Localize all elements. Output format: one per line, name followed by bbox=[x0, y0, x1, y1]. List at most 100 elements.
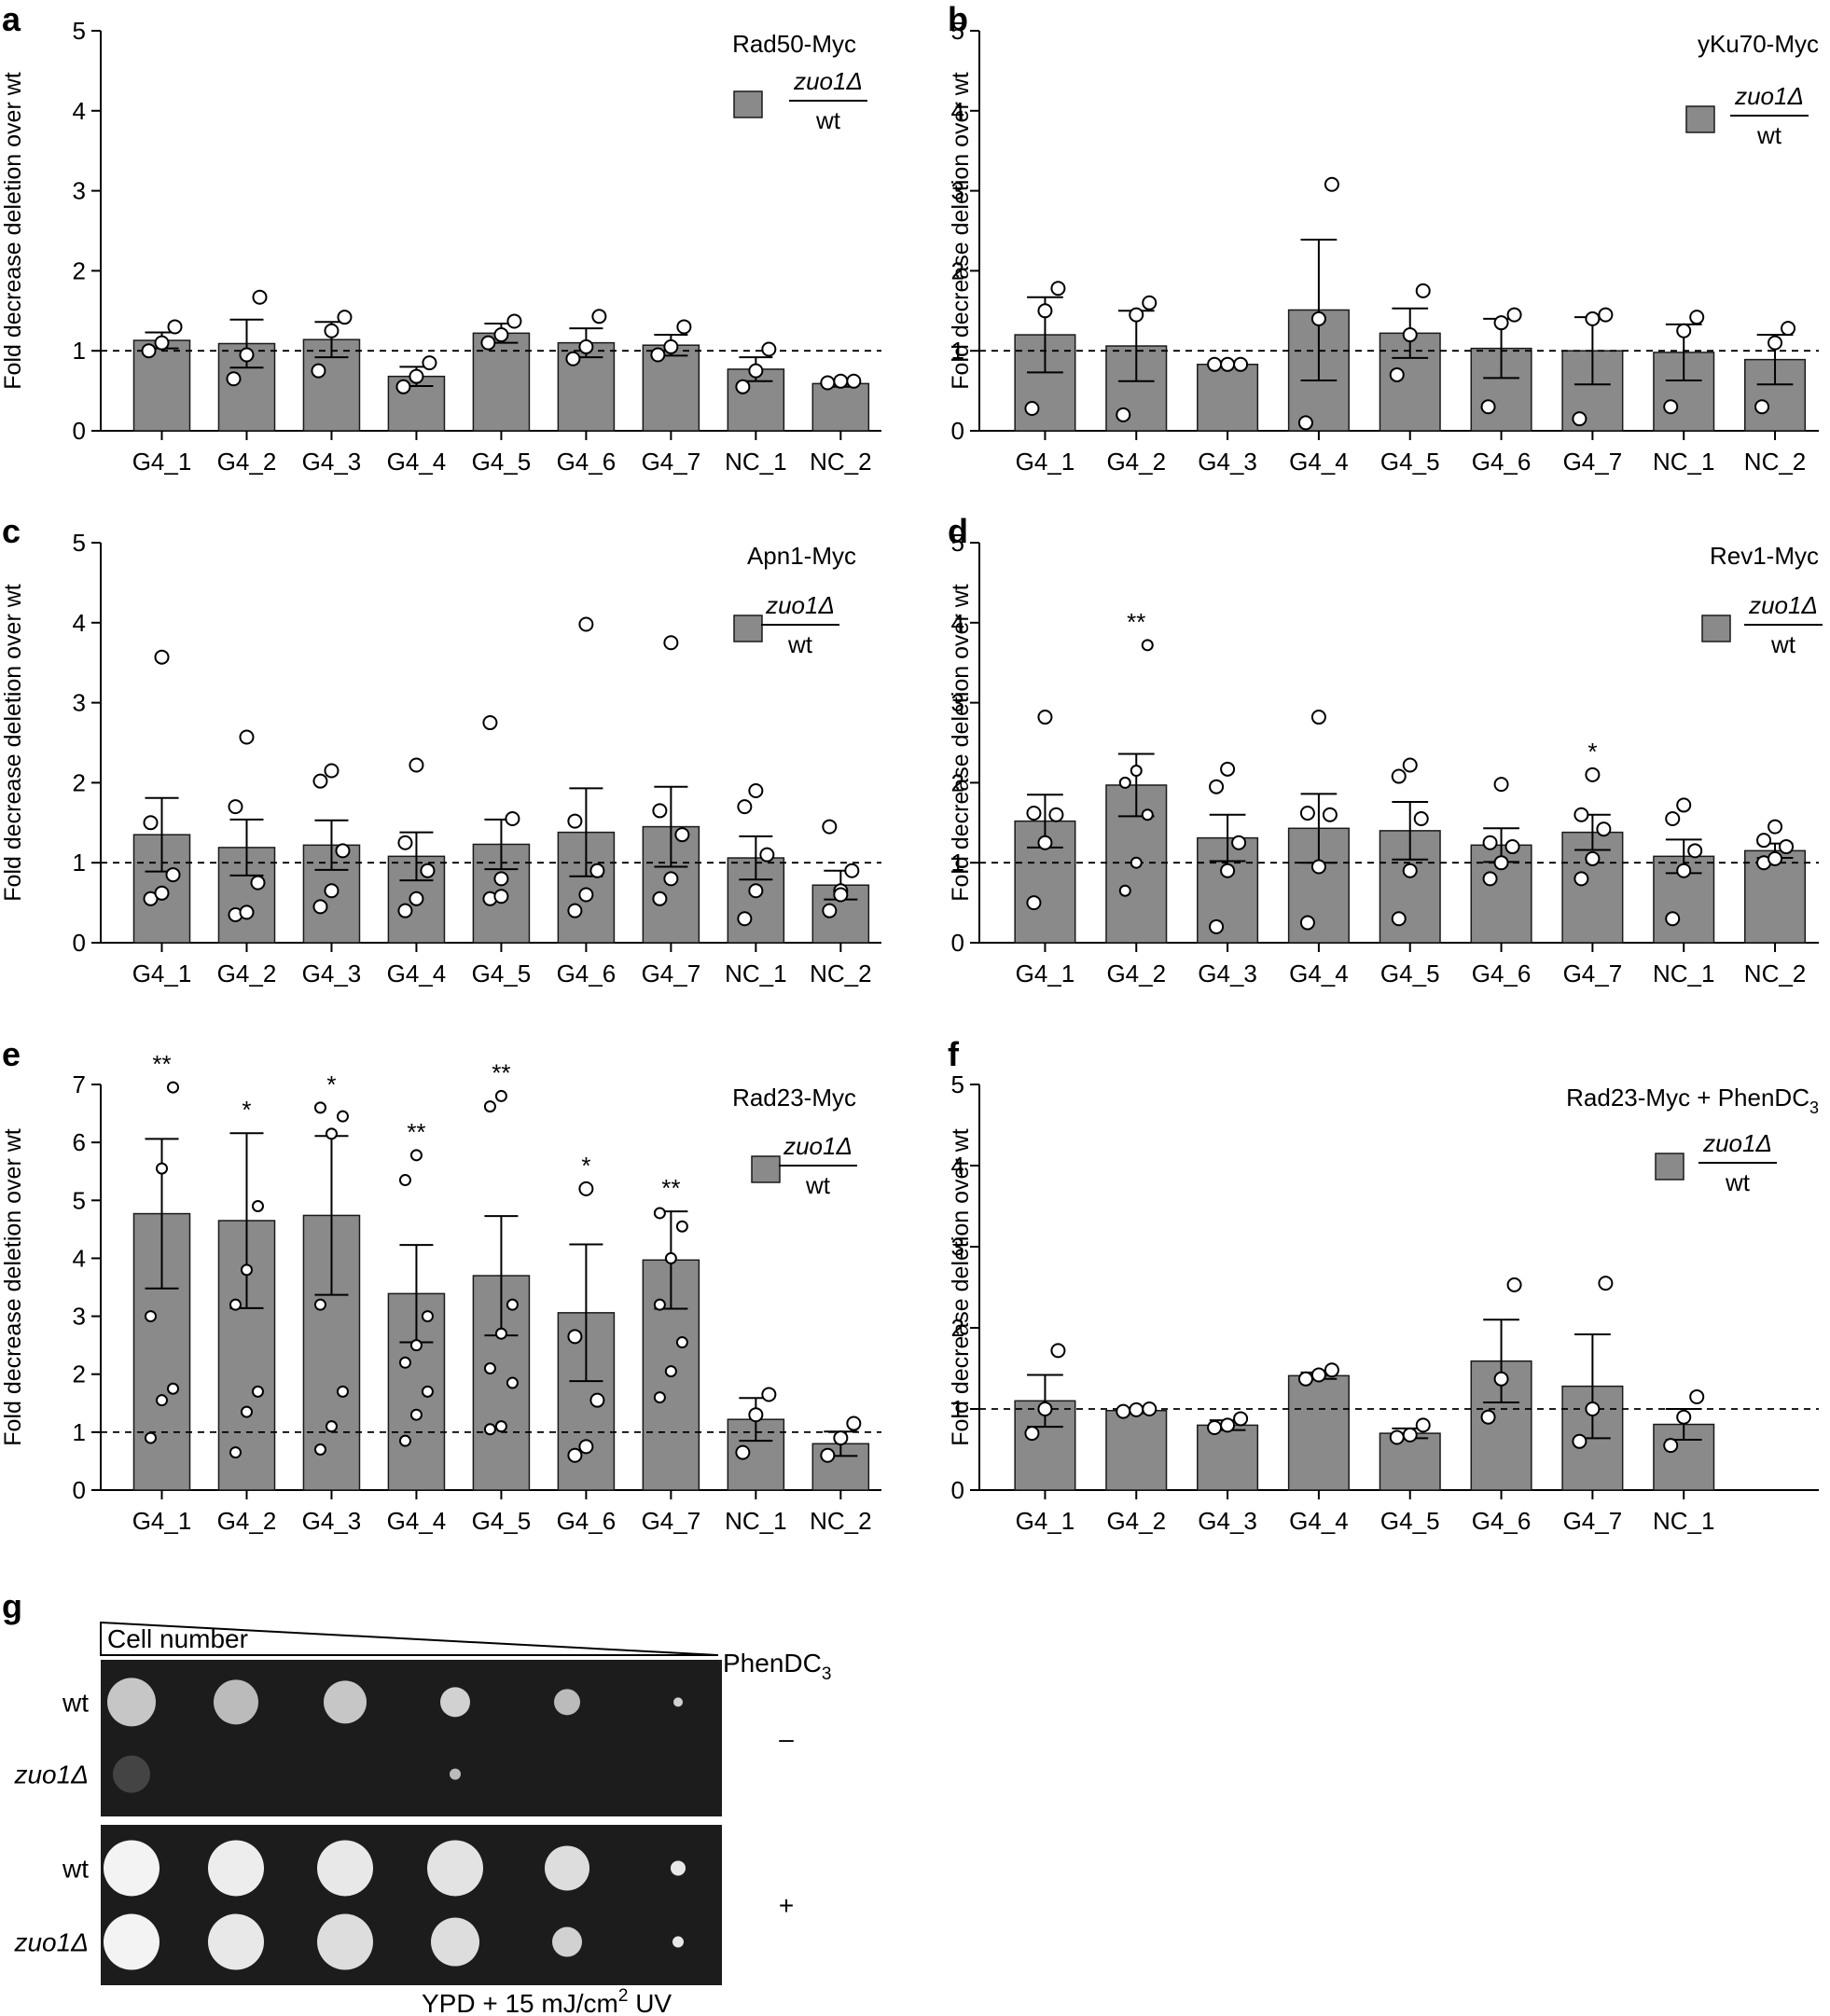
data-point bbox=[1024, 1426, 1040, 1442]
data-point bbox=[240, 1405, 253, 1418]
data-point bbox=[1402, 327, 1418, 343]
data-point bbox=[141, 343, 157, 359]
x-tick-label: G4_4 bbox=[387, 1507, 447, 1535]
y-tick-label: 1 bbox=[73, 849, 86, 877]
data-point bbox=[846, 373, 862, 389]
chart-panel-b: b 0 1 2 3 4 5 Fold decrease deletion over wt G4_… bbox=[948, 0, 1819, 476]
data-point bbox=[1480, 399, 1496, 415]
data-point bbox=[167, 319, 183, 335]
y-tick-label: 5 bbox=[951, 17, 964, 45]
x-tick-label: G4_7 bbox=[642, 448, 701, 476]
data-point bbox=[1141, 639, 1154, 652]
colony-spot bbox=[104, 1840, 159, 1897]
y-tick-label: 3 bbox=[951, 177, 964, 205]
data-point bbox=[154, 335, 170, 351]
x-tick-label: G4_6 bbox=[557, 960, 617, 987]
data-point bbox=[567, 1447, 583, 1463]
panel-letter: d bbox=[948, 512, 968, 550]
y-tick-label: 0 bbox=[951, 929, 964, 957]
y-axis-label: Fold decrease deletion over wt bbox=[948, 72, 974, 390]
colony-spot bbox=[317, 1913, 373, 1970]
bar-G4_3 bbox=[1197, 1424, 1259, 1491]
data-point bbox=[505, 811, 520, 827]
data-point bbox=[336, 1385, 349, 1398]
data-point bbox=[493, 889, 509, 904]
data-point bbox=[1220, 1417, 1236, 1433]
data-point bbox=[312, 773, 328, 789]
data-point bbox=[1689, 1388, 1705, 1404]
x-tick-label: G4_5 bbox=[1380, 1507, 1440, 1535]
panel-title: Rad23-Myc bbox=[732, 1084, 856, 1112]
data-point bbox=[1676, 863, 1692, 878]
data-point bbox=[833, 1430, 849, 1446]
bar-G4_4 bbox=[1287, 1374, 1350, 1491]
legend-numerator: zuo1Δ bbox=[1748, 591, 1818, 619]
plate-background bbox=[101, 1825, 722, 1985]
colony-spot bbox=[545, 1845, 589, 1891]
data-point bbox=[664, 1365, 677, 1378]
data-point bbox=[567, 813, 583, 829]
x-tick-label: G4_3 bbox=[1198, 960, 1257, 987]
treatment-subscript: 3 bbox=[822, 1664, 832, 1684]
data-point bbox=[409, 1339, 423, 1352]
data-point bbox=[1572, 411, 1587, 427]
data-point bbox=[1050, 1343, 1066, 1359]
data-point bbox=[1415, 283, 1431, 298]
panel-title: Rev1-Myc bbox=[1710, 542, 1819, 570]
data-point bbox=[420, 863, 436, 878]
x-tick-label: NC_1 bbox=[725, 960, 786, 987]
data-point bbox=[1116, 407, 1131, 422]
data-point bbox=[1220, 761, 1236, 777]
data-point bbox=[1506, 1277, 1522, 1292]
data-point bbox=[145, 1431, 158, 1444]
y-tick-label: 1 bbox=[951, 849, 964, 877]
x-tick-label: G4_3 bbox=[302, 1507, 362, 1535]
panel-title: Rad50-Myc bbox=[732, 30, 856, 58]
data-point bbox=[761, 341, 777, 357]
data-point bbox=[422, 355, 437, 371]
data-point bbox=[663, 635, 679, 651]
data-point bbox=[313, 1443, 326, 1456]
data-point bbox=[675, 1220, 688, 1233]
x-tick-label: NC_2 bbox=[810, 448, 871, 476]
data-point bbox=[1037, 710, 1053, 725]
data-point bbox=[156, 1162, 169, 1175]
data-point bbox=[589, 1392, 605, 1408]
data-point bbox=[252, 289, 268, 305]
legend-denominator: wt bbox=[787, 630, 813, 658]
x-tick-label: G4_4 bbox=[387, 960, 447, 987]
title-subscript: 3 bbox=[1809, 1098, 1819, 1117]
data-point bbox=[1207, 1420, 1223, 1436]
y-tick-label: 1 bbox=[73, 337, 86, 365]
row-label: wt bbox=[62, 1854, 89, 1883]
data-point bbox=[1141, 808, 1154, 822]
y-tick-label: 0 bbox=[951, 417, 964, 445]
data-point bbox=[820, 375, 836, 391]
data-point bbox=[395, 379, 411, 394]
data-point bbox=[1768, 819, 1783, 835]
data-point bbox=[421, 1310, 434, 1323]
x-tick-label: G4_3 bbox=[1198, 1507, 1257, 1535]
data-point bbox=[737, 911, 753, 927]
data-point bbox=[652, 803, 668, 819]
y-tick-label: 5 bbox=[73, 529, 86, 557]
chart-panel-e: e 0 1 2 3 4 5 6 7 Fold decrease deletion over wt *… bbox=[0, 1035, 881, 1535]
data-point bbox=[398, 1356, 411, 1369]
x-tick-label: G4_1 bbox=[1016, 448, 1075, 476]
data-point bbox=[1768, 335, 1783, 351]
data-point bbox=[1506, 307, 1522, 323]
data-point bbox=[494, 1420, 507, 1433]
data-point bbox=[1310, 1367, 1326, 1383]
data-point bbox=[1779, 839, 1795, 855]
x-tick-label: NC_1 bbox=[725, 448, 786, 476]
data-point bbox=[229, 1446, 242, 1459]
x-tick-label: G4_7 bbox=[642, 1507, 701, 1535]
data-point bbox=[493, 327, 509, 343]
data-point bbox=[239, 347, 255, 363]
colony-spot bbox=[554, 1689, 580, 1716]
y-axis-label: Fold decrease deletion over wt bbox=[0, 1128, 26, 1446]
data-point bbox=[1231, 835, 1247, 850]
data-point bbox=[1050, 281, 1066, 297]
data-point bbox=[1118, 884, 1131, 897]
data-point bbox=[482, 715, 498, 731]
